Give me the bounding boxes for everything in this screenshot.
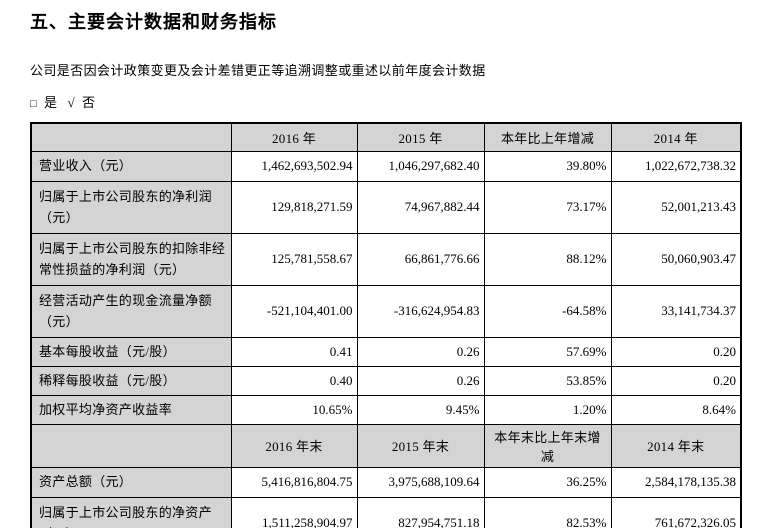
value-change: 88.12% (483, 232, 612, 286)
table-row-diluted-eps: 稀释每股收益（元/股） 0.40 0.26 53.85% 0.20 (30, 365, 742, 396)
table-row-weighted-avg-roe: 加权平均净资产收益率 10.65% 9.45% 1.20% 8.64% (30, 394, 742, 425)
table-row-net-profit: 归属于上市公司股东的净利润（元） 129,818,271.59 74,967,8… (30, 180, 742, 234)
row-label: 归属于上市公司股东的净利润（元） (30, 180, 232, 234)
value-2014: 0.20 (610, 365, 742, 396)
header-empty-cell (30, 122, 232, 152)
value-change: 57.69% (483, 336, 612, 367)
value-change: 1.20% (483, 394, 612, 425)
value-2015: 0.26 (356, 336, 485, 367)
header-year-2015: 2015 年 (356, 122, 485, 152)
value-2014: 8.64% (610, 394, 742, 425)
value-2016: 5,416,816,804.75 (230, 466, 358, 498)
annual-header-row: 2016 年 2015 年 本年比上年增减 2014 年 (30, 122, 742, 152)
row-label: 资产总额（元） (30, 466, 232, 498)
row-label: 加权平均净资产收益率 (30, 394, 232, 425)
value-2015: 74,967,882.44 (356, 180, 485, 234)
section-title: 五、主要会计数据和财务指标 (30, 12, 277, 32)
value-2015: 66,861,776.66 (356, 232, 485, 286)
value-2016: 0.40 (230, 365, 358, 396)
header-year-2014: 2014 年 (610, 122, 742, 152)
value-change: 53.85% (483, 365, 612, 396)
table-row-operating-revenue: 营业收入（元） 1,462,693,502.94 1,046,297,682.4… (30, 150, 742, 182)
value-change: 39.80% (483, 150, 612, 182)
header-year-2016: 2016 年 (230, 122, 358, 152)
value-2014: 50,060,903.47 (610, 232, 742, 286)
value-2014: 761,672,326.05 (610, 496, 742, 528)
value-change: 73.17% (483, 180, 612, 234)
row-label: 基本每股收益（元/股） (30, 336, 232, 367)
value-2016: 129,818,271.59 (230, 180, 358, 234)
row-label: 归属于上市公司股东的扣除非经常性损益的净利润（元） (30, 232, 232, 286)
table-row-net-assets: 归属于上市公司股东的净资产（元） 1,511,258,904.97 827,95… (30, 496, 742, 528)
header-eoy-change: 本年末比上年末增减 (483, 423, 612, 468)
value-2016: -521,104,401.00 (230, 284, 358, 338)
key-financials-table: 2016 年 2015 年 本年比上年增减 2014 年 营业收入（元） 1,4… (30, 122, 742, 528)
eoy-header-row: 2016 年末 2015 年末 本年末比上年末增减 2014 年末 (30, 423, 742, 468)
value-2016: 10.65% (230, 394, 358, 425)
restatement-question: 公司是否因会计政策变更及会计差错更正等追溯调整或重述以前年度会计数据 (30, 63, 486, 78)
value-2014: 0.20 (610, 336, 742, 367)
value-2015: -316,624,954.83 (356, 284, 485, 338)
table-row-operating-cash-flow: 经营活动产生的现金流量净额（元） -521,104,401.00 -316,62… (30, 284, 742, 338)
value-2014: 2,584,178,135.38 (610, 466, 742, 498)
row-label: 归属于上市公司股东的净资产（元） (30, 496, 232, 528)
yes-label: 是 (44, 95, 58, 110)
value-2014: 1,022,672,738.32 (610, 150, 742, 182)
no-label: 否 (82, 95, 96, 110)
value-2016: 125,781,558.67 (230, 232, 358, 286)
header-eoy-2016: 2016 年末 (230, 423, 358, 468)
value-2016: 0.41 (230, 336, 358, 367)
row-label: 经营活动产生的现金流量净额（元） (30, 284, 232, 338)
row-label: 稀释每股收益（元/股） (30, 365, 232, 396)
table-row-net-profit-excl-nonrecurring: 归属于上市公司股东的扣除非经常性损益的净利润（元） 125,781,558.67… (30, 232, 742, 286)
value-change: 36.25% (483, 466, 612, 498)
value-2014: 33,141,734.37 (610, 284, 742, 338)
value-2015: 0.26 (356, 365, 485, 396)
table-row-total-assets: 资产总额（元） 5,416,816,804.75 3,975,688,109.6… (30, 466, 742, 498)
value-change: 82.53% (483, 496, 612, 528)
value-2016: 1,462,693,502.94 (230, 150, 358, 182)
value-2015: 1,046,297,682.40 (356, 150, 485, 182)
header-eoy-2014: 2014 年末 (610, 423, 742, 468)
value-2015: 827,954,751.18 (356, 496, 485, 528)
value-2016: 1,511,258,904.97 (230, 496, 358, 528)
header-empty-cell (30, 423, 232, 468)
header-yoy-change: 本年比上年增减 (483, 122, 612, 152)
value-change: -64.58% (483, 284, 612, 338)
value-2015: 3,975,688,109.64 (356, 466, 485, 498)
value-2015: 9.45% (356, 394, 485, 425)
row-label: 营业收入（元） (30, 150, 232, 182)
yes-no-line: □ 是 √ 否 (30, 92, 745, 111)
value-2014: 52,001,213.43 (610, 180, 742, 234)
checkmark-icon: √ (67, 95, 75, 110)
header-eoy-2015: 2015 年末 (356, 423, 485, 468)
checkbox-unchecked-icon: □ (30, 98, 38, 110)
table-row-basic-eps: 基本每股收益（元/股） 0.41 0.26 57.69% 0.20 (30, 336, 742, 367)
